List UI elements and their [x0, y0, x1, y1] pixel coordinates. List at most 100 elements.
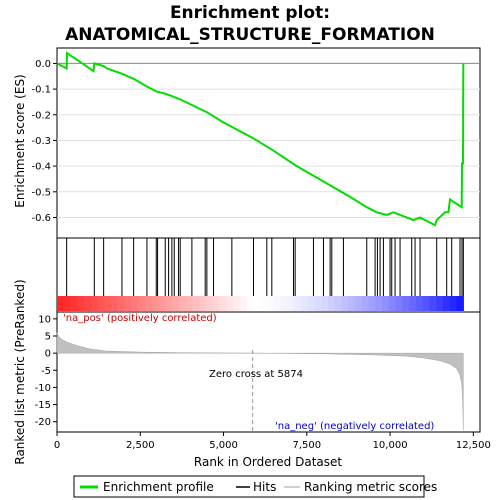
rank-color-segment — [341, 296, 349, 311]
enrichment-profile-line — [56, 51, 465, 227]
rank-color-segment — [361, 296, 370, 311]
rank-color-segment — [429, 296, 437, 311]
rank-color-segment — [77, 296, 85, 311]
rank-color-segment — [300, 296, 309, 311]
rank-color-segment — [172, 296, 180, 311]
hits-panel — [56, 237, 481, 313]
x-tick-label: 7,500 — [292, 440, 321, 451]
rank-color-segment — [158, 296, 166, 311]
es-y-tick-label: -0.6 — [31, 213, 51, 224]
rank-color-segment — [199, 296, 207, 311]
rank-color-segment — [97, 296, 106, 311]
legend-hits-label: Hits — [253, 480, 276, 494]
neg-label: 'na_neg' (negatively correlated) — [275, 421, 434, 432]
rank-color-segment — [260, 296, 268, 311]
rank-color-segment — [226, 296, 234, 311]
metric-y-tick-label: -15 — [35, 400, 51, 411]
rank-color-segment — [84, 296, 92, 311]
es-gridlines — [57, 62, 480, 218]
rank-color-segment — [90, 296, 99, 311]
es-y-tick-label: -0.5 — [31, 187, 51, 198]
es-y-ticks: 0.0 -0.1 -0.2 -0.3 -0.4 -0.5 -0.6 — [31, 59, 57, 224]
x-tick-label: 5,000 — [209, 440, 238, 451]
rank-color-segment — [388, 296, 397, 311]
metric-y-tick-label: 5 — [45, 332, 51, 343]
metric-y-axis-label: Ranked list metric (PreRanked) — [13, 279, 27, 464]
metric-y-tick-label: 10 — [38, 314, 51, 325]
rank-color-segment — [449, 296, 458, 311]
chart-title-line1: Enrichment plot: — [170, 3, 330, 23]
rank-color-segment — [138, 296, 146, 311]
es-y-tick-label: -0.3 — [31, 136, 51, 147]
x-tick-label: 2,500 — [126, 440, 155, 451]
rank-color-segment — [375, 296, 383, 311]
es-y-tick-label: -0.2 — [31, 110, 51, 121]
rank-color-segment — [280, 296, 288, 311]
pos-label: 'na_pos' (positively correlated) — [63, 313, 217, 324]
hit-markers — [66, 238, 464, 296]
rank-color-segment — [415, 296, 424, 311]
legend-enrichment-label: Enrichment profile — [103, 480, 214, 494]
rank-color-segment — [314, 296, 322, 311]
zero-cross-label: Zero cross at 5874 — [209, 369, 303, 380]
rank-color-bar — [57, 296, 464, 311]
rank-color-segment — [212, 296, 221, 311]
rank-color-segment — [145, 296, 153, 311]
rank-color-segment — [151, 296, 160, 311]
legend-metric-label: Ranking metric scores — [304, 480, 437, 494]
rank-color-segment — [273, 296, 282, 311]
metric-y-ticks: 10 5 0 -5 -10 -15 -20 — [35, 314, 57, 428]
rank-color-segment — [321, 296, 329, 311]
rank-color-segment — [104, 296, 112, 311]
rank-color-segment — [239, 296, 248, 311]
rank-color-segment — [334, 296, 343, 311]
chart-title-line2: ANATOMICAL_STRUCTURE_FORMATION — [65, 25, 435, 45]
rank-color-segment — [266, 296, 275, 311]
rank-color-segment — [402, 296, 410, 311]
es-panel-frame — [56, 47, 481, 239]
es-panel: 0.0 -0.1 -0.2 -0.3 -0.4 -0.5 -0.6 Enrichment s… — [13, 47, 481, 239]
rank-color-segment — [233, 296, 241, 311]
rank-color-segment — [253, 296, 261, 311]
metric-panel-frame — [56, 311, 481, 433]
es-y-tick-label: -0.4 — [31, 162, 51, 173]
rank-color-segment — [131, 296, 139, 311]
metric-y-tick-label: 0 — [45, 349, 51, 360]
es-y-tick-label: 0.0 — [35, 59, 51, 70]
metric-y-tick-label: -5 — [41, 366, 51, 377]
x-axis-label: Rank in Ordered Dataset — [194, 455, 342, 469]
rank-color-segment — [382, 296, 390, 311]
x-axis-ticks: 0 2,500 5,000 7,500 10,000 12,500 — [54, 432, 491, 451]
rank-color-segment — [111, 296, 119, 311]
rank-color-segment — [422, 296, 431, 311]
rank-color-segment — [348, 296, 356, 311]
rank-color-segment — [327, 296, 336, 311]
rank-color-segment — [178, 296, 187, 311]
rank-color-segment — [307, 296, 315, 311]
legend: Enrichment profile Hits Ranking metric s… — [73, 475, 437, 498]
es-y-axis-label: Enrichment score (ES) — [13, 74, 27, 207]
rank-color-segment — [70, 296, 78, 311]
rank-color-segment — [443, 296, 451, 311]
rank-color-segment — [63, 296, 72, 311]
rank-color-segment — [57, 296, 65, 311]
rank-color-segment — [294, 296, 302, 311]
metric-y-tick-label: -20 — [35, 417, 51, 428]
x-tick-label: 12,500 — [456, 440, 491, 451]
metric-panel: 10 5 0 -5 -10 -15 -20 'na_pos' (positively cor… — [13, 279, 481, 465]
rank-color-segment — [456, 296, 464, 311]
metric-y-tick-label: -10 — [35, 383, 51, 394]
rank-color-segment — [205, 296, 214, 311]
es-y-tick-label: -0.1 — [31, 85, 51, 96]
rank-color-segment — [409, 296, 417, 311]
rank-color-segment — [117, 296, 126, 311]
rank-color-segment — [287, 296, 295, 311]
x-tick-label: 10,000 — [373, 440, 408, 451]
rank-color-segment — [368, 296, 376, 311]
ranking-metric-area — [56, 332, 464, 431]
rank-color-segment — [219, 296, 227, 311]
rank-color-segment — [192, 296, 200, 311]
rank-color-segment — [124, 296, 133, 311]
rank-color-segment — [165, 296, 173, 311]
